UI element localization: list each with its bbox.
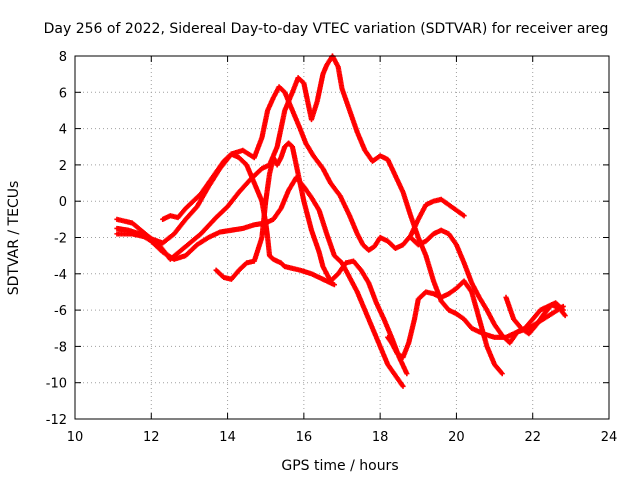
chart-title: Day 256 of 2022, Sidereal Day-to-day VTE… xyxy=(44,21,609,37)
x-tick-label: 22 xyxy=(524,430,541,445)
data-point xyxy=(331,282,337,288)
x-tick-label: 18 xyxy=(372,430,389,445)
y-tick-label: -10 xyxy=(46,377,67,392)
x-tick-label: 12 xyxy=(143,430,160,445)
data-point xyxy=(404,371,410,377)
series-track-6 xyxy=(385,278,505,377)
x-tick-label: 14 xyxy=(219,430,236,445)
data-point xyxy=(562,312,568,319)
y-tick-label: -4 xyxy=(54,268,67,283)
data-point xyxy=(461,213,467,219)
grid xyxy=(75,56,609,419)
x-tick-label: 24 xyxy=(601,430,618,445)
y-tick-label: -12 xyxy=(46,413,67,428)
data-marks xyxy=(114,53,568,389)
y-tick-label: 0 xyxy=(59,195,67,210)
x-tick-label: 10 xyxy=(67,430,84,445)
y-tick-label: 2 xyxy=(59,159,67,174)
y-tick-label: 4 xyxy=(59,123,67,138)
x-axis-label: GPS time / hours xyxy=(281,458,398,474)
series-track-2 xyxy=(114,84,467,253)
series-track-8 xyxy=(503,294,568,337)
y-tick-label: -2 xyxy=(54,232,67,247)
y-axis-label: SDTVAR / TECUs xyxy=(6,181,22,296)
y-tick-label: -8 xyxy=(54,340,67,355)
x-tick-label: 16 xyxy=(296,430,313,445)
data-point xyxy=(400,383,406,389)
x-tick-label: 20 xyxy=(448,430,465,445)
y-tick-label: 6 xyxy=(59,86,67,101)
data-point xyxy=(499,371,505,377)
y-tick-label: 8 xyxy=(59,50,67,65)
series-track-5 xyxy=(114,175,406,389)
y-tick-label: -6 xyxy=(54,304,67,319)
